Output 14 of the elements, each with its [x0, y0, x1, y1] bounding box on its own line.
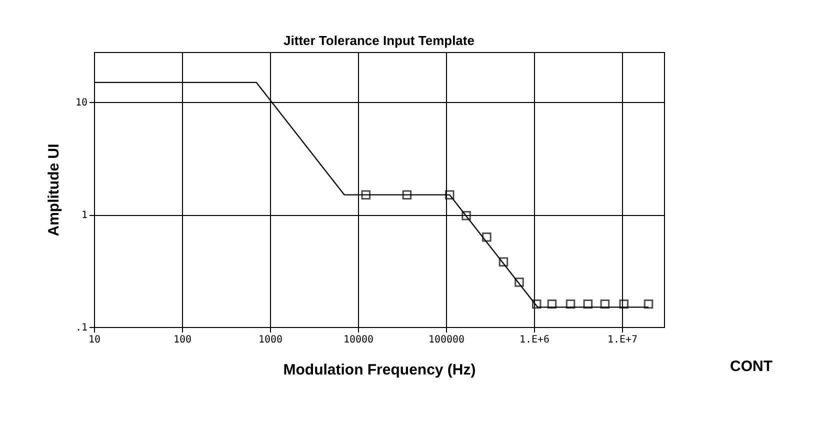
x-axis-title: Modulation Frequency (Hz) [283, 362, 476, 378]
x-tick-label: 100000 [428, 334, 465, 346]
x-tick-label: 10 [88, 334, 101, 346]
y-tick-label: .1 [75, 322, 88, 334]
y-tick-label: 10 [75, 98, 88, 109]
text: CONT [730, 358, 772, 375]
x-tick-label: 10000 [343, 334, 374, 346]
x-tick-label: 1.E+6 [519, 334, 550, 346]
y-tick-label: 1 [81, 210, 88, 222]
y-axis-title: Amplitude UI [45, 144, 62, 236]
x-tick-label: 1.E+7 [607, 334, 638, 346]
x-tick-label: 1000 [258, 334, 283, 346]
x-tick-label: 100 [173, 334, 192, 346]
chart-title: Jitter Tolerance Input Template [284, 33, 474, 48]
